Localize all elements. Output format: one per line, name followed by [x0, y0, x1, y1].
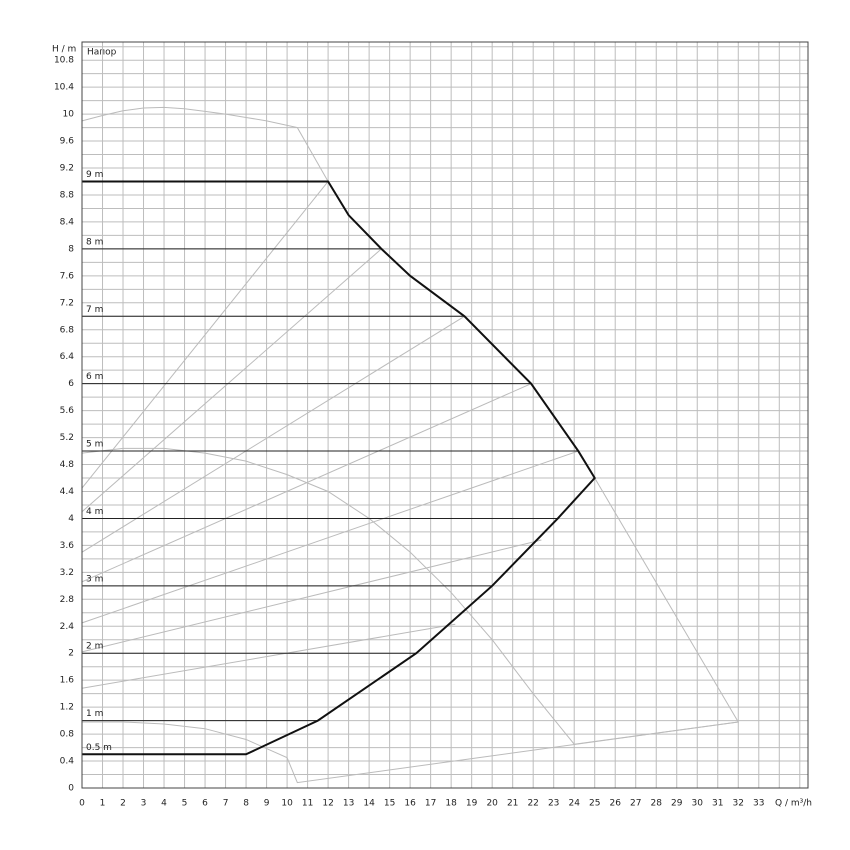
y-tick-label: 5.6 — [60, 406, 75, 416]
y-tick-label: 4.8 — [60, 460, 75, 470]
x-tick-label: 10 — [281, 799, 293, 809]
x-tick-label: 33 — [753, 799, 764, 809]
head-label: 6 m — [86, 372, 103, 382]
y-tick-label: 7.2 — [60, 298, 74, 308]
head-label: 2 m — [86, 642, 103, 652]
y-tick-label: 2 — [68, 649, 74, 659]
y-tick-label: 3.6 — [60, 541, 75, 551]
x-tick-label: 21 — [507, 799, 518, 809]
x-tick-label: 26 — [609, 799, 621, 809]
x-tick-label: 23 — [548, 799, 559, 809]
head-label: 8 m — [86, 237, 103, 247]
y-tick-label: 10.4 — [54, 83, 74, 93]
head-label: 5 m — [86, 440, 103, 450]
head-label: 4 m — [86, 507, 103, 517]
y-tick-label: 6.4 — [60, 352, 75, 362]
x-tick-label: 22 — [527, 799, 538, 809]
y-tick-label: 7.6 — [60, 271, 75, 281]
x-tick-label: 13 — [343, 799, 354, 809]
y-tick-label: 6.8 — [60, 325, 75, 335]
x-tick-label: 17 — [425, 799, 436, 809]
system-curve — [81, 248, 382, 513]
head-label: 3 m — [86, 574, 103, 584]
y-tick-label: 8.4 — [60, 217, 75, 227]
y-tick-label: 5.2 — [60, 433, 74, 443]
y-tick-label: 3.2 — [60, 568, 74, 578]
system-curve — [81, 383, 532, 583]
y-tick-label: 9.6 — [60, 137, 75, 147]
x-tick-label: 32 — [733, 799, 744, 809]
y-tick-label: 0.4 — [60, 757, 75, 767]
plot-frame — [81, 41, 809, 789]
system-curve — [81, 106, 329, 182]
system-curve — [82, 721, 739, 784]
x-tick-label: 5 — [182, 799, 188, 809]
y-tick-label: 0.8 — [60, 730, 75, 740]
system-curve — [81, 539, 542, 653]
x-tick-label: 28 — [651, 799, 663, 809]
y-tick-label: 10.8 — [54, 56, 74, 66]
y-tick-label: 2.4 — [60, 622, 75, 632]
x-tick-label: 1 — [100, 799, 106, 809]
x-tick-label: 9 — [264, 799, 270, 809]
x-tick-label: 16 — [404, 799, 416, 809]
x-tick-label: 11 — [302, 799, 313, 809]
system-curve — [81, 450, 579, 624]
x-tick-label: 27 — [630, 799, 641, 809]
system-curve — [81, 181, 329, 489]
head-label: 0.5 m — [86, 743, 112, 753]
head-label: 1 m — [86, 709, 103, 719]
x-tick-label: 8 — [243, 799, 249, 809]
x-tick-label: 25 — [589, 799, 600, 809]
x-tick-label: 31 — [712, 799, 723, 809]
x-tick-label: 14 — [363, 799, 375, 809]
head-label: 7 m — [86, 305, 103, 315]
max-curve — [82, 180, 596, 756]
y-tick-label: 8.8 — [60, 190, 75, 200]
system-curve — [81, 623, 456, 689]
x-tick-label: 30 — [692, 799, 704, 809]
x-tick-label: 3 — [141, 799, 147, 809]
x-tick-label: 15 — [384, 799, 395, 809]
x-tick-label: 20 — [486, 799, 498, 809]
y-tick-label: 10 — [63, 110, 75, 120]
y-tick-label: 1.2 — [60, 703, 74, 713]
y-tick-label: 6 — [68, 379, 74, 389]
x-tick-label: 6 — [202, 799, 208, 809]
x-tick-label: 2 — [120, 799, 126, 809]
head-label: 9 m — [86, 170, 103, 180]
x-axis-label: Q / m³/h — [775, 799, 812, 809]
x-tick-label: 29 — [671, 799, 683, 809]
x-tick-label: 7 — [223, 799, 229, 809]
y-tick-label: 9.2 — [60, 164, 74, 174]
y-tick-label: 1.6 — [60, 676, 75, 686]
y-tick-label: 0 — [68, 784, 74, 794]
x-tick-label: 0 — [79, 799, 85, 809]
y-tick-label: 4 — [68, 514, 74, 524]
annotation: Напор — [87, 48, 117, 58]
system-curve — [81, 315, 465, 553]
x-tick-label: 18 — [445, 799, 457, 809]
x-tick-label: 4 — [161, 799, 167, 809]
y-tick-label: 4.4 — [60, 487, 75, 497]
y-axis-label: H / m — [52, 45, 76, 55]
y-tick-label: 2.8 — [60, 595, 75, 605]
x-tick-label: 12 — [322, 799, 333, 809]
x-tick-label: 24 — [568, 799, 580, 809]
x-tick-label: 19 — [466, 799, 478, 809]
y-tick-label: 8 — [68, 244, 74, 254]
